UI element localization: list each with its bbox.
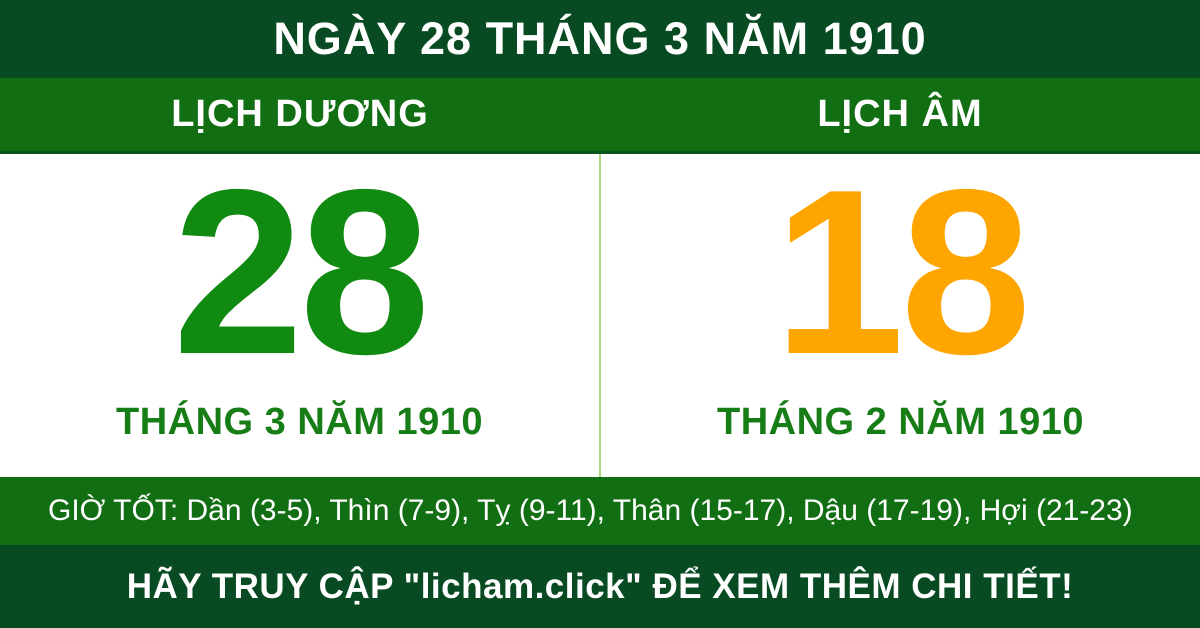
solar-calendar-panel: 28 THÁNG 3 NĂM 1910 xyxy=(0,154,599,477)
lunar-day-number: 18 xyxy=(773,140,1031,403)
date-title-band: NGÀY 28 THÁNG 3 NĂM 1910 xyxy=(0,0,1200,78)
good-hours-text: GIỜ TỐT: Dần (3-5), Thìn (7-9), Tỵ (9-11… xyxy=(48,494,1133,527)
good-hours-band: GIỜ TỐT: Dần (3-5), Thìn (7-9), Tỵ (9-11… xyxy=(0,477,1200,545)
lunar-calendar-header: LỊCH ÂM xyxy=(600,78,1200,151)
column-divider xyxy=(599,154,601,477)
calendar-body: 28 THÁNG 3 NĂM 1910 18 THÁNG 2 NĂM 1910 xyxy=(0,154,1200,477)
solar-calendar-header: LỊCH DƯƠNG xyxy=(0,78,600,151)
footer-cta-text: HÃY TRUY CẬP "licham.click" ĐỂ XEM THÊM … xyxy=(126,566,1074,606)
solar-month-year: THÁNG 3 NĂM 1910 xyxy=(116,401,483,443)
lunar-calendar-label: LỊCH ÂM xyxy=(817,93,983,135)
solar-day-number: 28 xyxy=(172,140,430,403)
solar-calendar-label: LỊCH DƯƠNG xyxy=(171,93,429,135)
calendar-labels-band: LỊCH DƯƠNG LỊCH ÂM xyxy=(0,78,1200,154)
footer-band: HÃY TRUY CẬP "licham.click" ĐỂ XEM THÊM … xyxy=(0,545,1200,628)
lunar-calendar-panel: 18 THÁNG 2 NĂM 1910 xyxy=(601,154,1200,477)
lunar-month-year: THÁNG 2 NĂM 1910 xyxy=(717,401,1084,443)
page-title: NGÀY 28 THÁNG 3 NĂM 1910 xyxy=(273,13,927,64)
